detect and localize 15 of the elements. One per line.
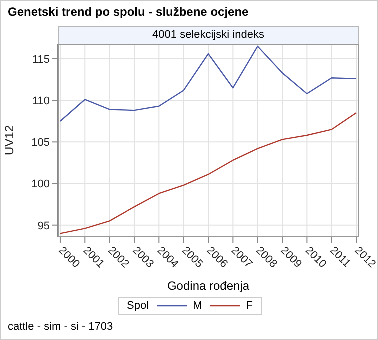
legend-label: M: [193, 300, 202, 312]
y-tick-label: 100: [32, 178, 50, 191]
y-axis-title: UV12: [2, 125, 16, 156]
y-tick-label: 105: [32, 137, 50, 150]
line-series: [60, 46, 358, 122]
legend-label: F: [246, 300, 253, 312]
x-axis-title: Godina rođenja: [166, 279, 251, 293]
legend-title: Spol: [127, 300, 150, 312]
text: cattle - sim - si - 1703: [8, 321, 114, 333]
y-tick-label: 110: [32, 95, 50, 108]
chart-subtitle: 4001 selekcijski indeks: [58, 26, 359, 44]
chart-title: Genetski trend po spolu - službene ocjene: [8, 5, 249, 19]
y-tick-label: 95: [38, 220, 50, 232]
y-tick-label: 115: [32, 54, 50, 66]
line-series: [60, 112, 358, 234]
